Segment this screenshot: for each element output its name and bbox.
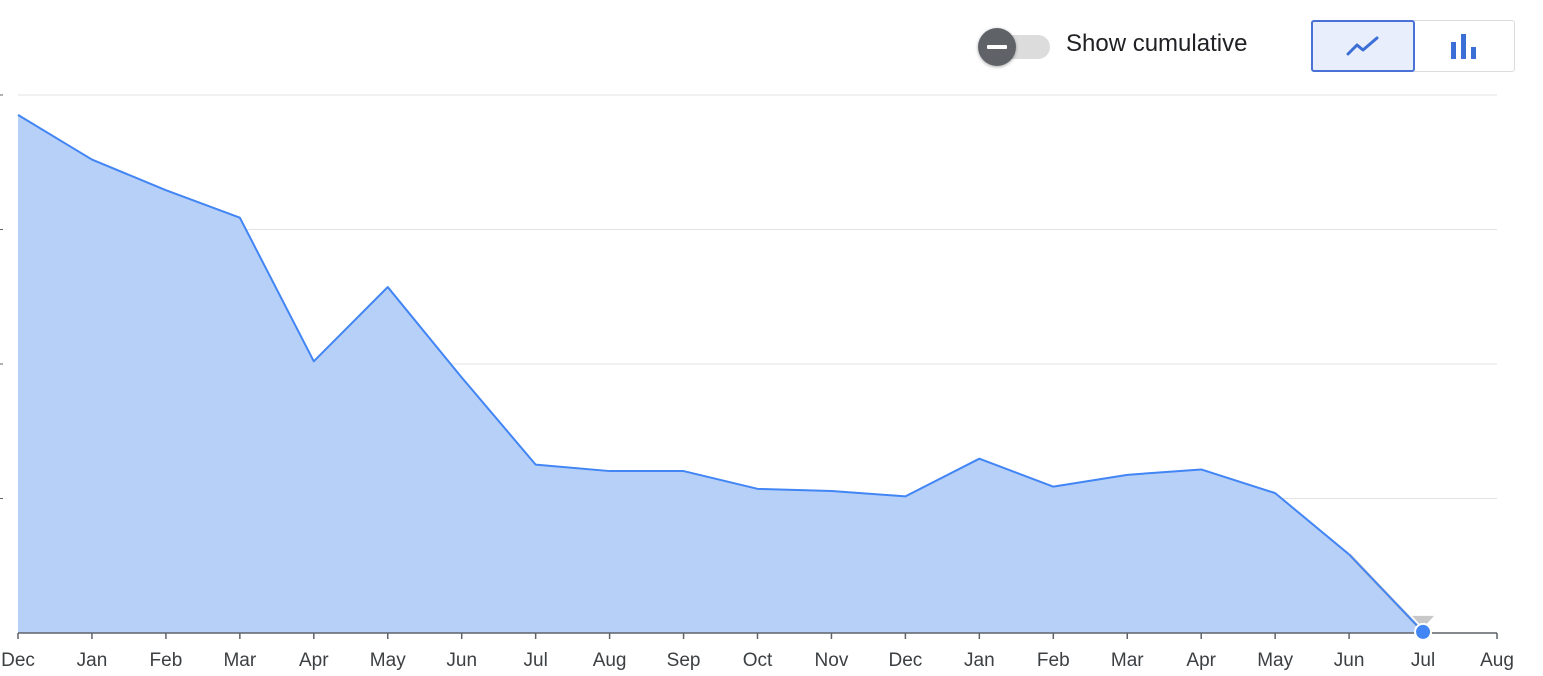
x-tick-label: Mar <box>223 650 256 671</box>
x-tick-label: Apr <box>1186 650 1216 671</box>
x-tick-label: Sep <box>667 650 701 671</box>
marker-pointer-icon <box>1412 615 1435 628</box>
line-chart-icon <box>1346 36 1379 56</box>
bar-view-button[interactable] <box>1414 21 1514 71</box>
series-fill <box>18 114 1424 633</box>
x-tick-label: Mar <box>1111 650 1144 671</box>
series-line-tail <box>1348 553 1424 633</box>
x-tick-label: Feb <box>1037 650 1070 671</box>
chart-view-switch <box>1311 20 1515 72</box>
cumulative-label: Show cumulative <box>1066 30 1248 57</box>
x-tick-label: Apr <box>299 650 329 671</box>
x-tick-label: May <box>370 650 406 671</box>
markers <box>1412 615 1435 641</box>
bar-chart-icon <box>1451 34 1476 59</box>
chart-controls: Show cumulative <box>0 20 1543 76</box>
x-tick-label: Nov <box>815 650 849 671</box>
line-view-button[interactable] <box>1311 20 1415 72</box>
x-tick-label: Oct <box>743 650 773 671</box>
x-tick-label: Jan <box>77 650 108 671</box>
x-tick-label: Jan <box>964 650 995 671</box>
x-tick-label: Dec <box>1 650 35 671</box>
series-area <box>17 114 1425 633</box>
x-tick-label: Feb <box>150 650 183 671</box>
x-tick-label: Aug <box>1480 650 1514 671</box>
x-tick-label: Jul <box>524 650 548 671</box>
series-line <box>17 114 1350 556</box>
x-tick-label: Dec <box>889 650 923 671</box>
toggle-knob-icon <box>978 28 1016 66</box>
x-tick-label: May <box>1257 650 1293 671</box>
x-tick-label: Jun <box>446 650 477 671</box>
cumulative-toggle[interactable] <box>978 26 1052 66</box>
x-axis: Dec Jan Feb Mar Apr May Jun Jul Aug Sep Oct Nov Dec J… <box>1 632 1514 671</box>
x-tick-label: Jun <box>1334 650 1365 671</box>
highlighted-point <box>1414 622 1433 641</box>
x-tick-label: Aug <box>593 650 627 671</box>
x-tick-label: Jul <box>1411 650 1435 671</box>
